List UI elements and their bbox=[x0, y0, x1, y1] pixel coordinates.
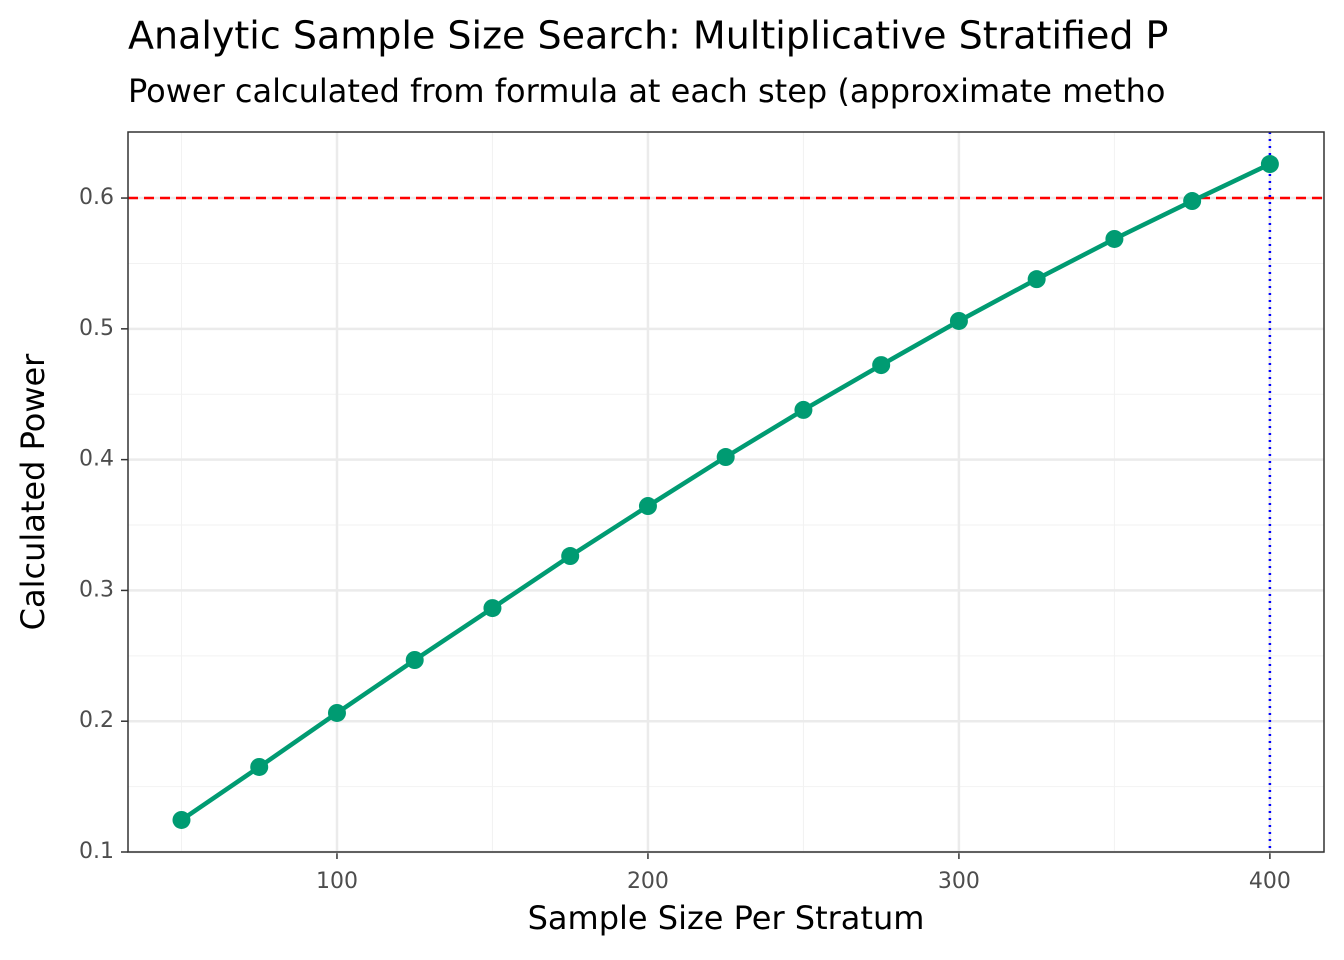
data-point bbox=[483, 599, 502, 618]
y-tick-label: 0.1 bbox=[79, 839, 114, 864]
x-tick-label: 200 bbox=[627, 869, 669, 894]
plot-border bbox=[127, 131, 1325, 853]
y-axis-title: Calculated Power bbox=[14, 353, 52, 631]
chart-title: Analytic Sample Size Search: Multiplicat… bbox=[128, 14, 1168, 58]
x-axis-title: Sample Size Per Stratum bbox=[528, 899, 925, 937]
data-point bbox=[872, 356, 891, 375]
y-tick-label: 0.2 bbox=[79, 708, 114, 733]
x-tick-label: 300 bbox=[938, 869, 980, 894]
data-point bbox=[1260, 155, 1279, 174]
data-point bbox=[1027, 270, 1046, 289]
data-point bbox=[638, 497, 657, 516]
data-point bbox=[250, 757, 269, 776]
y-tick-label: 0.6 bbox=[79, 185, 114, 210]
y-tick-label: 0.4 bbox=[79, 447, 114, 472]
data-point bbox=[405, 651, 424, 669]
data-point bbox=[794, 400, 813, 419]
x-tick-label: 400 bbox=[1249, 869, 1291, 894]
data-point bbox=[327, 703, 346, 722]
data-point bbox=[716, 448, 735, 467]
data-point bbox=[1105, 229, 1124, 248]
data-point bbox=[561, 547, 580, 566]
chart-subtitle: Power calculated from formula at each st… bbox=[128, 72, 1165, 110]
data-point bbox=[172, 810, 191, 829]
x-tick-label: 100 bbox=[316, 869, 358, 894]
y-tick-label: 0.3 bbox=[79, 577, 114, 602]
data-point bbox=[949, 311, 968, 330]
data-point bbox=[1183, 192, 1202, 211]
y-tick-label: 0.5 bbox=[79, 316, 114, 341]
